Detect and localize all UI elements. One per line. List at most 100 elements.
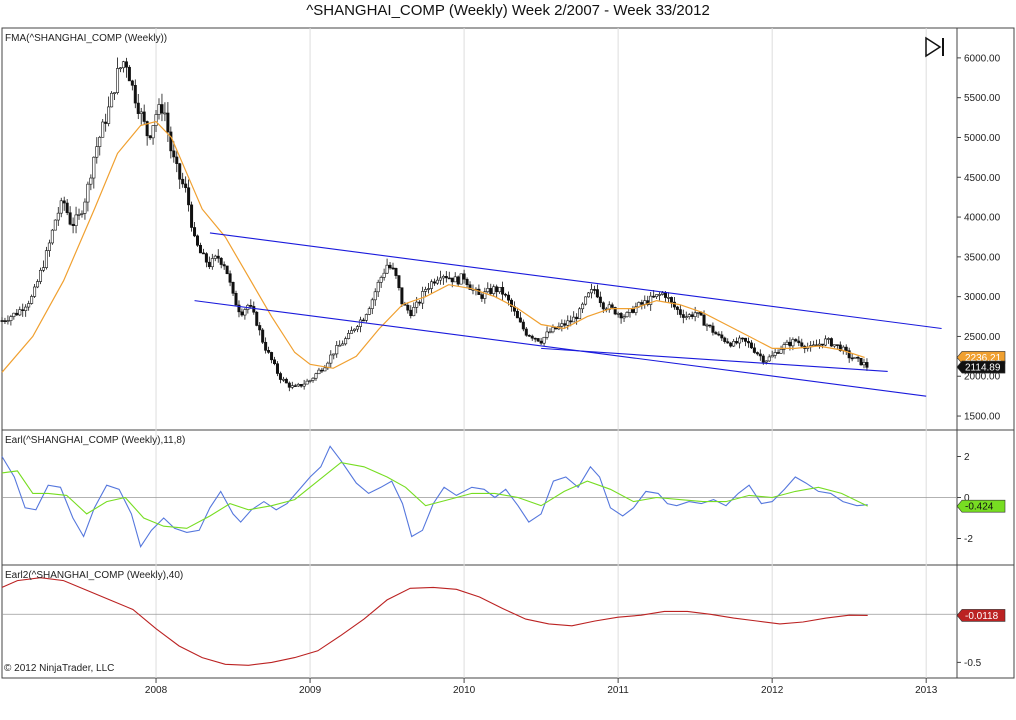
- earl-last-value-bg: [956, 499, 1006, 513]
- candle-body: [835, 344, 839, 346]
- earl2-last-value-text: -0.0118: [965, 611, 999, 622]
- candle-body: [323, 367, 327, 372]
- candle-body: [3, 320, 7, 322]
- candle-body: [92, 156, 96, 179]
- candle-body: [98, 136, 102, 147]
- candlestick-series: [0, 57, 869, 392]
- y-tick-label: 0: [964, 493, 970, 504]
- candle-body: [379, 277, 383, 283]
- candle-body: [735, 341, 739, 344]
- candle-body: [329, 354, 333, 364]
- candle-body: [515, 310, 519, 319]
- candle-body: [652, 295, 656, 298]
- candle-body: [832, 344, 836, 347]
- candle-body: [450, 277, 454, 283]
- candle-body: [74, 214, 78, 226]
- candle-body: [89, 177, 93, 185]
- candle-body: [352, 328, 356, 331]
- candle-body: [598, 296, 602, 304]
- x-tick-label: 2012: [761, 685, 784, 696]
- chart-frame: [1, 27, 1015, 679]
- candle-body: [311, 377, 315, 381]
- candle-body: [391, 267, 395, 270]
- fma-last-value-text: 2236.21: [965, 353, 1002, 364]
- candle-body: [578, 308, 582, 320]
- candle-body: [705, 324, 709, 327]
- candle-body: [27, 303, 31, 308]
- candle-body: [237, 304, 241, 313]
- candle-body: [782, 344, 786, 350]
- candle-body: [207, 261, 211, 268]
- candle-body: [569, 320, 573, 323]
- candle-body: [453, 276, 457, 283]
- candle-body: [145, 121, 149, 137]
- candle-body: [415, 301, 419, 308]
- candle-body: [441, 276, 445, 279]
- candle-body: [865, 362, 869, 368]
- candle-body: [501, 286, 505, 295]
- candle-body: [492, 286, 496, 294]
- candle-body: [664, 292, 668, 298]
- y-tick-label: -2: [964, 534, 973, 545]
- y-tick-label: 1500.00: [964, 412, 1001, 423]
- candle-body: [681, 314, 685, 318]
- candle-body: [231, 281, 235, 294]
- candle-body: [376, 281, 380, 293]
- candle-body: [530, 335, 534, 339]
- earl-last-value: -0.424: [956, 499, 1006, 513]
- candle-body: [33, 286, 37, 297]
- candle-body: [364, 314, 368, 321]
- candle-body: [267, 350, 271, 353]
- candle-body: [826, 338, 830, 340]
- candle-body: [509, 299, 513, 307]
- candle-body: [154, 114, 158, 126]
- candle-body: [465, 278, 469, 286]
- y-tick-label: 6000.00: [964, 53, 1001, 64]
- candle-body: [41, 267, 45, 271]
- candle-body: [222, 264, 226, 267]
- close-last-value-bg: [956, 360, 1006, 374]
- candle-body: [640, 302, 644, 305]
- candle-body: [166, 112, 170, 133]
- candle-body: [15, 312, 19, 316]
- candle-body: [335, 345, 339, 355]
- candle-body: [187, 187, 191, 206]
- candle-body: [847, 350, 851, 359]
- candle-body: [649, 295, 653, 305]
- candle-body: [655, 294, 659, 298]
- close-last-value: 2114.89: [956, 360, 1006, 374]
- candle-body: [385, 264, 389, 274]
- candle-body: [518, 317, 522, 323]
- candle-body: [261, 329, 265, 343]
- candle-body: [773, 352, 777, 356]
- candle-body: [821, 343, 825, 346]
- candle-body: [184, 183, 188, 189]
- candle-body: [800, 342, 804, 347]
- candle-body: [50, 229, 54, 244]
- candle-body: [495, 286, 499, 293]
- candle-body: [823, 338, 827, 346]
- candle-body: [634, 306, 638, 313]
- candle-body: [717, 333, 721, 336]
- candle-body: [95, 146, 99, 158]
- skip-to-end-icon[interactable]: [925, 36, 944, 58]
- candle-body: [566, 320, 570, 326]
- y-tick-label: 5000.00: [964, 133, 1001, 144]
- candle-body: [190, 204, 194, 228]
- candle-body: [587, 292, 591, 298]
- candle-body: [616, 313, 620, 315]
- candle-body: [388, 264, 392, 269]
- panel-label-earl: Earl(^SHANGHAI_COMP (Weekly),11,8): [5, 435, 185, 446]
- candle-body: [406, 304, 410, 311]
- candle-body: [175, 156, 179, 164]
- chart-title: ^SHANGHAI_COMP (Weekly) Week 2/2007 - We…: [306, 2, 710, 19]
- candle-body: [791, 339, 795, 347]
- candle-body: [181, 178, 185, 185]
- candle-body: [430, 281, 434, 289]
- candle-body: [344, 338, 348, 345]
- candle-body: [418, 301, 422, 304]
- candle-body: [201, 252, 205, 255]
- candle-body: [412, 307, 416, 317]
- candle-body: [104, 121, 108, 124]
- candle-body: [770, 355, 774, 358]
